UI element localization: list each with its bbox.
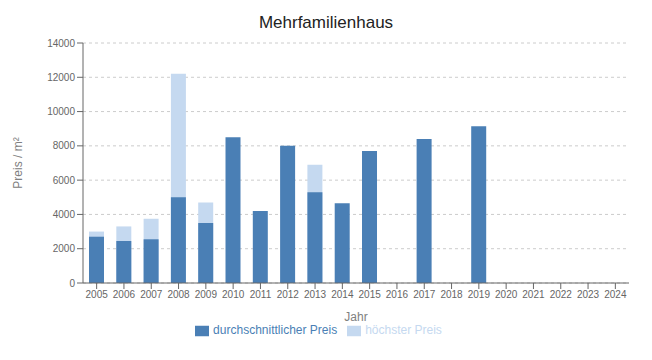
html-text:durchschnittlicher Preis: durchschnittlicher Preis: [213, 323, 338, 337]
svg-text:2019: 2019: [468, 289, 491, 300]
svg-text:2005: 2005: [86, 289, 109, 300]
svg-text:12000: 12000: [47, 72, 75, 83]
html-text:Mehrfamilienhaus: Mehrfamilienhaus: [258, 13, 394, 32]
svg-text:2013: 2013: [304, 289, 327, 300]
svg-text:2015: 2015: [359, 289, 382, 300]
svg-text:0: 0: [69, 278, 75, 289]
svg-text:4000: 4000: [53, 209, 76, 220]
svg-text:Jahr: Jahr: [344, 310, 367, 324]
svg-text:2009: 2009: [195, 289, 218, 300]
html-text:höchster Preis: höchster Preis: [365, 323, 442, 337]
svg-text:8000: 8000: [53, 140, 76, 151]
svg-text:2024: 2024: [604, 289, 627, 300]
svg-text:2020: 2020: [495, 289, 518, 300]
svg-text:2010: 2010: [222, 289, 245, 300]
svg-text:2011: 2011: [250, 289, 272, 300]
svg-text:Preis / m²: Preis / m²: [11, 137, 25, 188]
svg-text:14000: 14000: [47, 38, 75, 49]
svg-text:2014: 2014: [331, 289, 354, 300]
svg-text:6000: 6000: [53, 175, 76, 186]
svg-text:2008: 2008: [167, 289, 190, 300]
svg-text:2023: 2023: [577, 289, 600, 300]
svg-text:2016: 2016: [386, 289, 409, 300]
svg-text:2000: 2000: [53, 243, 76, 254]
svg-text:2007: 2007: [140, 289, 163, 300]
svg-text:10000: 10000: [47, 106, 75, 117]
svg-text:2017: 2017: [413, 289, 436, 300]
svg-text:2018: 2018: [440, 289, 463, 300]
svg-text:2021: 2021: [522, 289, 545, 300]
svg-text:2006: 2006: [113, 289, 136, 300]
svg-text:2012: 2012: [277, 289, 300, 300]
svg-text:2022: 2022: [550, 289, 573, 300]
